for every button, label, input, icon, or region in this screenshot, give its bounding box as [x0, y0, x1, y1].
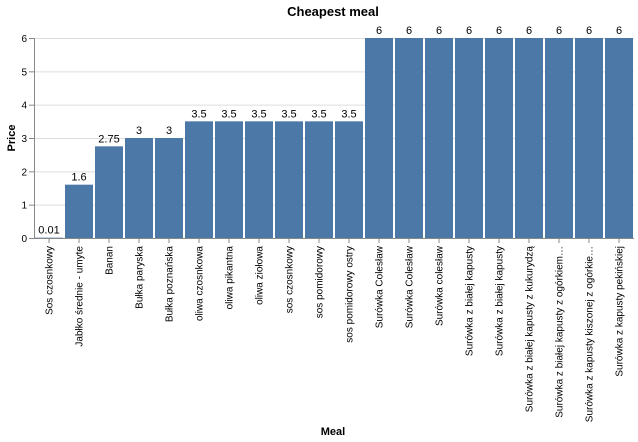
x-tick-label: Surówka Colesław [375, 245, 386, 328]
data-label: 3.5 [281, 108, 296, 120]
x-tick-label: Surówka z białej kapusty z kukurydzą [525, 246, 536, 413]
bar [365, 38, 393, 238]
x-axis: Sos czosnkowy Jabłko średnie - umyte Banan… [34, 238, 634, 422]
y-tick-label: 0 [21, 234, 27, 245]
x-tick-label: sos czosnkowy [285, 246, 296, 313]
y-axis: 0 1 2 3 4 5 6 [21, 34, 35, 245]
data-label: 3.5 [311, 108, 326, 120]
y-tick-label: 4 [21, 101, 27, 112]
x-tick-label: oliwa czosnkowa [195, 246, 206, 321]
y-tick-label: 1 [21, 201, 27, 212]
x-tick-label: Sos czosnkowy [45, 246, 56, 315]
x-tick-label: Bułka poznańska [165, 246, 176, 323]
bars [35, 38, 633, 238]
data-label: 3.5 [221, 108, 236, 120]
bar [455, 38, 483, 238]
x-tick-label: oliwa ziołowa [255, 246, 266, 305]
x-tick-label: Jabłko średnie - umyte [75, 246, 86, 347]
data-label: 6 [556, 25, 562, 37]
bar [125, 138, 153, 238]
bar [515, 38, 543, 238]
grid-lines [34, 38, 634, 239]
data-label: 2.75 [98, 133, 119, 145]
data-label: 6 [586, 25, 592, 37]
bar [275, 121, 303, 238]
chart-title: Cheapest meal [287, 4, 379, 19]
x-tick-label: sos pomidorowy [315, 246, 326, 318]
bar [95, 146, 123, 238]
bar [305, 121, 333, 238]
bar [185, 121, 213, 238]
x-tick-label: Surówka Colesław [405, 245, 416, 328]
bar [575, 38, 603, 238]
x-axis-title: Meal [321, 426, 345, 438]
bar [215, 121, 243, 238]
data-label: 3 [166, 125, 172, 137]
y-tick-label: 2 [21, 167, 27, 178]
data-label: 3.5 [341, 108, 356, 120]
y-tick-label: 3 [21, 134, 27, 145]
data-label: 6 [526, 25, 532, 37]
bar [605, 38, 633, 238]
data-label: 6 [406, 25, 412, 37]
data-label: 0.01 [38, 225, 59, 237]
bar [335, 121, 363, 238]
x-tick-label: Surówka z kapusty kiszonej z ogórkie… [585, 246, 596, 422]
bar [425, 38, 453, 238]
data-labels: 0.01 1.6 2.75 3 3 3.5 3.5 3.5 3.5 3.5 3.5 6 6 6 6 6 6 6 6 6 [38, 25, 622, 237]
y-tick-label: 6 [21, 34, 27, 45]
x-tick-label: Surówka z kapusty pekińskiej [615, 246, 626, 377]
data-label: 3.5 [251, 108, 266, 120]
data-label: 3 [136, 125, 142, 137]
x-tick-label: Banan [105, 246, 116, 275]
bar [545, 38, 573, 238]
data-label: 6 [376, 25, 382, 37]
x-tick-label: oliwa pikantna [225, 246, 236, 310]
data-label: 6 [496, 25, 502, 37]
data-label: 1.6 [71, 172, 86, 184]
x-tick-label: Bułka paryska [135, 246, 146, 309]
bar [395, 38, 423, 238]
y-tick-label: 5 [21, 67, 27, 78]
data-label: 3.5 [191, 108, 206, 120]
bar [155, 138, 183, 238]
data-label: 6 [436, 25, 442, 37]
bar [65, 184, 93, 238]
y-axis-title: Price [6, 125, 18, 152]
x-tick-label: Surówka z białej kapusty [495, 246, 506, 356]
bar [485, 38, 513, 238]
x-tick-label: Surówka z białej kapusty [465, 246, 476, 356]
x-tick-label: Surówka colesław [435, 245, 446, 326]
data-label: 6 [616, 25, 622, 37]
data-label: 6 [466, 25, 472, 37]
bar [245, 121, 273, 238]
x-tick-label: Surówka z białej kapusty z ogórkiem… [555, 246, 566, 418]
x-tick-label: sos pomidorowy ostry [345, 246, 356, 343]
